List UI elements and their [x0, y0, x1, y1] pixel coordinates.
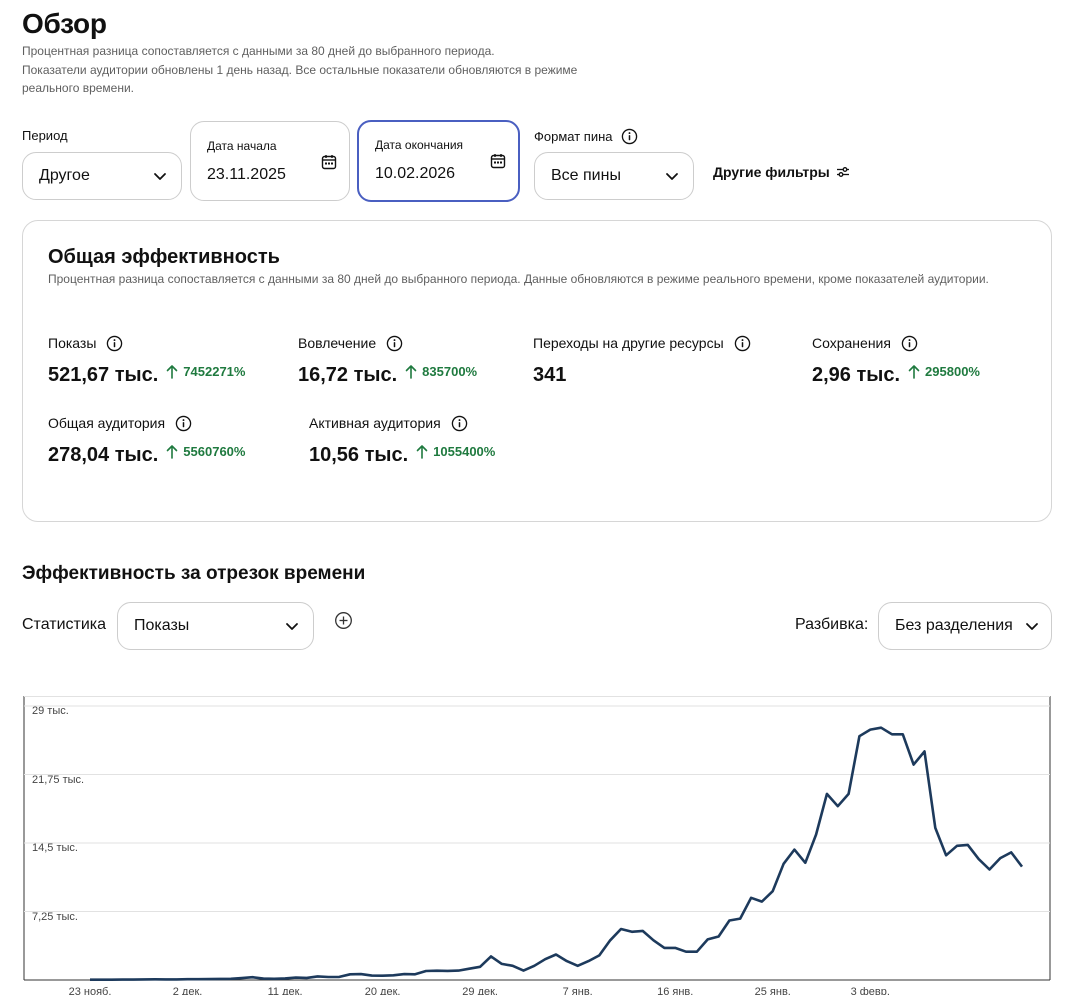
arrow-up-icon — [166, 365, 178, 379]
calendar-icon[interactable] — [321, 154, 337, 170]
metric-change: 5560760% — [166, 444, 245, 459]
impressions-line-chart: 7,25 тыс. 14,5 тыс. 21,75 тыс. 29 тыс. 23 но… — [22, 696, 1052, 995]
start-date-field[interactable]: Дата начала 23.11.2025 — [190, 121, 350, 201]
info-icon[interactable] — [175, 415, 192, 432]
start-date-value: 23.11.2025 — [207, 166, 286, 183]
info-icon[interactable] — [734, 335, 751, 352]
x-tick-label: 20 дек. — [364, 986, 401, 995]
end-date-value: 10.02.2026 — [375, 165, 456, 182]
arrow-up-icon — [405, 365, 417, 379]
metric-value: 521,67 тыс. — [48, 364, 159, 386]
subtitle-line-2: Показатели аудитории обновлены 1 день на… — [22, 62, 578, 96]
metric-saves: Сохранения 2,96 тыс. 295800% — [812, 333, 980, 387]
metric-change: 7452271% — [166, 364, 245, 379]
breakdown-select-value: Без разделения — [895, 617, 1013, 634]
metric-value: 341 — [533, 364, 567, 386]
metric-value: 2,96 тыс. — [812, 364, 901, 386]
y-tick-label: 29 тыс. — [32, 705, 69, 717]
start-date-label: Дата начала — [207, 139, 277, 153]
metric-change: 835700% — [405, 364, 477, 379]
plus-circle-icon[interactable] — [334, 611, 353, 630]
more-filters-button[interactable]: Другие фильтры — [713, 164, 850, 180]
metric-change: 295800% — [908, 364, 980, 379]
calendar-icon[interactable] — [490, 153, 506, 169]
metric-change: 1055400% — [416, 444, 495, 459]
metric-total-audience: Общая аудитория 278,04 тыс. 5560760% — [48, 413, 245, 467]
info-icon[interactable] — [451, 415, 468, 432]
metric-outbound-clicks: Переходы на другие ресурсы 341 — [533, 333, 751, 387]
arrow-up-icon — [416, 445, 428, 459]
y-tick-label: 7,25 тыс. — [32, 910, 78, 923]
chart-frame — [23, 696, 1051, 980]
subtitle-line-1: Процентная разница сопоставляется с данн… — [22, 44, 495, 58]
metric-change-value: 835700% — [422, 364, 478, 379]
timeline-title: Эффективность за отрезок времени — [22, 563, 366, 584]
x-tick-label: 29 дек. — [462, 986, 498, 995]
metric-label: Сохранения — [812, 335, 891, 351]
overall-performance-card: Общая эффективность Процентная разница с… — [22, 220, 1052, 522]
metric-label: Переходы на другие ресурсы — [533, 335, 724, 351]
metric-value: 16,72 тыс. — [298, 364, 398, 386]
x-tick-label: 25 янв. — [754, 986, 791, 995]
pin-format-select[interactable]: Все пины — [534, 152, 694, 200]
y-tick-label: 14,5 тыс. — [32, 842, 78, 854]
pin-format-label-group: Формат пина — [534, 128, 638, 145]
metric-label: Показы — [48, 335, 97, 351]
y-tick-label: 21,75 тыс. — [32, 773, 85, 786]
x-tick-label: 16 янв. — [657, 986, 694, 995]
info-icon[interactable] — [901, 335, 918, 352]
overall-performance-title: Общая эффективность — [48, 246, 280, 268]
x-tick-label: 11 дек. — [267, 986, 303, 995]
x-tick-label: 3 февр. — [850, 986, 890, 995]
x-tick-label: 7 янв. — [562, 986, 593, 995]
metric-impressions: Показы 521,67 тыс. 7452271% — [48, 333, 245, 387]
info-icon[interactable] — [106, 335, 123, 352]
period-label: Период — [22, 128, 68, 143]
arrow-up-icon — [166, 445, 178, 459]
impressions-series-line — [90, 726, 1024, 982]
pin-format-label: Формат пина — [534, 129, 613, 144]
metric-change-value: 295800% — [925, 364, 980, 379]
metric-change-value: 1055400% — [433, 444, 496, 459]
sliders-icon — [836, 167, 849, 177]
metric-label: Активная аудитория — [309, 415, 441, 431]
statistic-select[interactable]: Показы — [117, 602, 314, 650]
page-title: Обзор — [22, 8, 107, 39]
overall-performance-subtitle: Процентная разница сопоставляется с данн… — [48, 272, 989, 286]
statistic-label: Статистика — [22, 616, 107, 633]
breakdown-label: Разбивка: — [795, 616, 869, 633]
period-select-value: Другое — [39, 167, 90, 184]
page-subtitle: Процентная разница сопоставляется с данн… — [22, 42, 582, 98]
arrow-up-icon — [908, 365, 920, 379]
metric-change-value: 7452271% — [183, 364, 246, 379]
x-tick-label: 2 дек. — [172, 986, 203, 995]
end-date-label: Дата окончания — [375, 138, 464, 152]
metric-change-value: 5560760% — [183, 444, 246, 459]
chevron-down-icon — [666, 173, 678, 180]
chevron-down-icon — [1026, 623, 1038, 630]
period-select[interactable]: Другое — [22, 152, 182, 200]
metric-label: Общая аудитория — [48, 415, 166, 431]
info-icon[interactable] — [386, 335, 403, 352]
breakdown-select[interactable]: Без разделения — [878, 602, 1052, 650]
metric-active-audience: Активная аудитория 10,56 тыс. 1055400% — [309, 413, 495, 467]
chart-canvas — [23, 696, 1051, 982]
info-icon[interactable] — [621, 128, 638, 145]
more-filters-label: Другие фильтры — [713, 164, 830, 180]
metric-value: 278,04 тыс. — [48, 444, 159, 466]
chevron-down-icon — [154, 173, 166, 180]
chevron-down-icon — [286, 623, 298, 630]
metric-label: Вовлечение — [298, 335, 377, 351]
statistic-select-value: Показы — [134, 617, 190, 634]
metric-engagement: Вовлечение 16,72 тыс. 835700% — [298, 333, 477, 387]
end-date-field[interactable]: Дата окончания 10.02.2026 — [357, 120, 520, 202]
x-tick-label: 23 нояб. — [68, 986, 112, 995]
pin-format-value: Все пины — [551, 167, 621, 184]
metric-value: 10,56 тыс. — [309, 444, 409, 466]
